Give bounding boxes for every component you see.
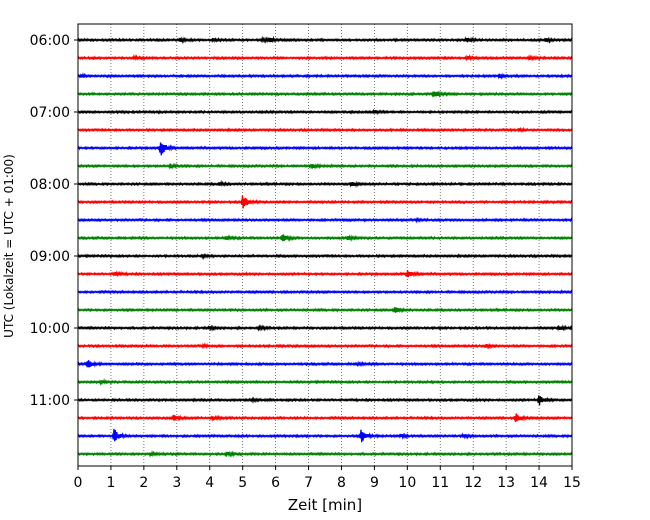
y-tick-label: 07:00 [30, 105, 70, 121]
x-tick-label: 0 [74, 475, 83, 491]
seismic-trace-line [77, 450, 573, 458]
seismic-trace-line [77, 195, 573, 209]
x-tick-label: 8 [337, 475, 346, 491]
x-tick-label: 11 [431, 475, 449, 491]
x-tick-label: 13 [497, 475, 515, 491]
seismic-trace-line [77, 395, 573, 406]
x-tick-label: 2 [139, 475, 148, 491]
y-tick-label: 10:00 [30, 321, 70, 337]
x-tick-label: 14 [530, 475, 548, 491]
y-axis-ticks: 06:00 07:00 08:00 09:00 10:00 11:00 [30, 33, 78, 409]
seismic-trace-line [77, 162, 573, 170]
seismic-trace-line [77, 53, 573, 62]
x-tick-label: 5 [238, 475, 247, 491]
seismic-trace-line [77, 360, 573, 368]
x-tick-label: 12 [464, 475, 482, 491]
seismic-trace-line [77, 35, 573, 45]
seismic-trace-line [77, 378, 573, 387]
x-tick-label: 3 [172, 475, 181, 491]
seismic-trace-line [77, 324, 573, 332]
x-tick-label: 10 [398, 475, 416, 491]
x-tick-label: 4 [205, 475, 214, 491]
x-axis-ticks: 0 1 2 3 4 5 6 7 8 9 10 11 12 13 14 15 [74, 466, 581, 491]
seismic-trace-line [77, 72, 573, 80]
seismic-trace-line [77, 428, 573, 443]
plot-frame [77, 23, 573, 467]
x-tick-label: 1 [106, 475, 115, 491]
seismic-trace-line [77, 413, 573, 423]
seismic-trace-line [77, 90, 573, 99]
seismic-trace-line [77, 342, 573, 350]
seismic-trace-line [77, 289, 573, 295]
seismic-trace-line [77, 179, 573, 188]
seismic-trace-line [77, 252, 573, 261]
x-tick-label: 6 [271, 475, 280, 491]
seismic-trace-line [77, 234, 573, 242]
seismic-trace-line [77, 269, 573, 278]
y-tick-label: 11:00 [30, 393, 70, 409]
y-tick-label: 06:00 [30, 33, 70, 49]
seismic-trace-line [77, 142, 573, 156]
seismic-traces [77, 35, 573, 458]
seismic-trace-line [77, 306, 573, 314]
x-tick-label: 15 [563, 475, 581, 491]
seismic-trace-line [77, 108, 573, 116]
seismic-trace-line [77, 216, 573, 224]
x-tick-label: 7 [304, 475, 313, 491]
x-tick-label: 9 [370, 475, 379, 491]
x-axis-label: Zeit [min] [288, 496, 362, 514]
y-tick-label: 08:00 [30, 177, 70, 193]
y-tick-label: 09:00 [30, 249, 70, 265]
seismic-trace-line [77, 126, 573, 134]
y-axis-label: UTC (Lokalzeit = UTC + 01:00) [2, 154, 16, 338]
